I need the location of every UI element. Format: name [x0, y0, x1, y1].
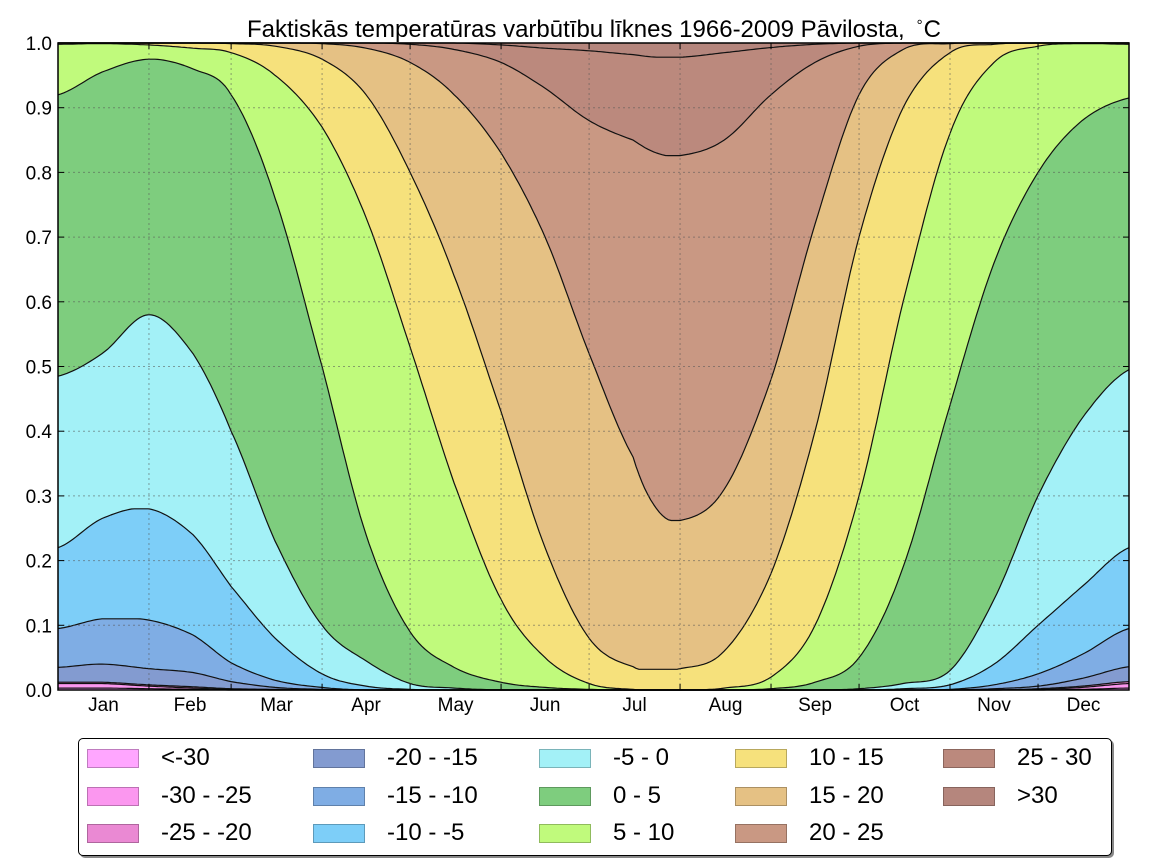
x-tick-label: May — [438, 695, 474, 716]
area-band-12 — [58, 43, 1129, 156]
legend-swatch — [539, 786, 591, 806]
y-tick-label: 0.8 — [26, 163, 52, 184]
x-tick-label: Mar — [260, 695, 293, 716]
legend-label: 20 - 25 — [809, 819, 884, 846]
legend-item: 0 - 5 — [539, 779, 661, 813]
legend-label: -15 - -10 — [387, 782, 478, 809]
legend-label: -5 - 0 — [613, 744, 670, 771]
y-tick-label: 0.7 — [26, 228, 52, 249]
legend-item: -5 - 0 — [539, 741, 669, 775]
y-tick-label: 0.2 — [26, 552, 52, 573]
legend-item: -30 - -25 — [87, 779, 252, 813]
legend-label: 10 - 15 — [809, 744, 884, 771]
x-tick-label: Feb — [174, 695, 207, 716]
x-tick-label: Jul — [622, 695, 646, 716]
legend-item: -10 - -5 — [313, 816, 464, 850]
x-tick-label: Apr — [351, 695, 381, 716]
y-tick-label: 0.6 — [26, 293, 52, 314]
y-tick-label: 0.0 — [26, 681, 52, 702]
y-tick-label: 0.9 — [26, 99, 52, 120]
legend-item: -15 - -10 — [313, 779, 478, 813]
legend-label: -25 - -20 — [161, 819, 252, 846]
area-band-13 — [58, 43, 1129, 58]
legend-item: 10 - 15 — [735, 741, 884, 775]
area-band-6 — [58, 314, 1129, 690]
area-band-8 — [58, 43, 1129, 691]
legend-label: 25 - 30 — [1017, 744, 1092, 771]
boundary-line-9 — [58, 42, 1129, 670]
x-tick-label: Aug — [709, 695, 743, 716]
legend-label: 5 - 10 — [613, 819, 675, 846]
legend-swatch — [943, 748, 995, 768]
legend-swatch — [943, 786, 995, 806]
y-tick-label: 0.5 — [26, 358, 52, 379]
legend-label: 0 - 5 — [613, 782, 662, 809]
legend: <-30 -30 - -25 -25 - -20 -20 - -15 -15 - -10… — [78, 738, 1112, 856]
legend-swatch — [87, 823, 139, 843]
y-tick-label: 1.0 — [26, 34, 52, 55]
area-band-5 — [58, 508, 1129, 690]
area-band-7 — [58, 59, 1129, 690]
x-axis-ticks: Jan Feb Mar Apr May Jun Jul Aug Sep Oct Nov Dec — [57, 43, 1130, 716]
x-tick-label: Dec — [1067, 695, 1101, 716]
x-tick-label: Jan — [88, 695, 119, 716]
legend-item: 20 - 25 — [735, 816, 884, 850]
legend-label: <-30 — [161, 744, 210, 771]
x-tick-label: Sep — [798, 695, 832, 716]
legend-item: 25 - 30 — [943, 741, 1092, 775]
legend-label: 15 - 20 — [809, 782, 884, 809]
legend-label: >30 — [1017, 782, 1058, 809]
x-tick-label: Jun — [530, 695, 561, 716]
legend-label: -30 - -25 — [161, 782, 252, 809]
y-tick-label: 0.3 — [26, 487, 52, 508]
legend-item: <-30 — [87, 741, 210, 775]
legend-swatch — [735, 823, 787, 843]
legend-swatch — [735, 748, 787, 768]
area-layers — [58, 43, 1129, 691]
legend-swatch — [735, 786, 787, 806]
legend-item: -25 - -20 — [87, 816, 252, 850]
legend-swatch — [539, 748, 591, 768]
chart-title: Faktiskās temperatūras varbūtību līknes … — [247, 16, 941, 43]
legend-label: -10 - -5 — [387, 819, 465, 846]
legend-item: 15 - 20 — [735, 779, 884, 813]
legend-swatch — [87, 748, 139, 768]
y-tick-label: 0.4 — [26, 422, 53, 443]
area-band-4 — [58, 618, 1129, 690]
x-tick-label: Nov — [977, 695, 1011, 716]
legend-swatch — [313, 748, 365, 768]
legend-item: -20 - -15 — [313, 741, 478, 775]
legend-swatch — [313, 786, 365, 806]
y-tick-label: 0.1 — [26, 616, 52, 637]
boundary-line-8 — [58, 43, 1129, 691]
legend-item: >30 — [943, 779, 1058, 813]
x-tick-label: Oct — [890, 695, 920, 716]
area-band-10 — [58, 43, 1129, 670]
area-band-11 — [58, 43, 1129, 521]
legend-swatch — [539, 823, 591, 843]
probability-area-chart: Faktiskās temperatūras varbūtību līknes … — [26, 16, 1130, 716]
grid-lines — [58, 43, 1129, 690]
legend-item: 5 - 10 — [539, 816, 674, 850]
legend-swatch — [313, 823, 365, 843]
legend-swatch — [87, 786, 139, 806]
y-axis-ticks: 0.0 0.1 0.2 0.3 0.4 0.5 0.6 0.7 0.8 0.9 1.0 — [26, 34, 1129, 702]
legend-label: -20 - -15 — [387, 744, 478, 771]
